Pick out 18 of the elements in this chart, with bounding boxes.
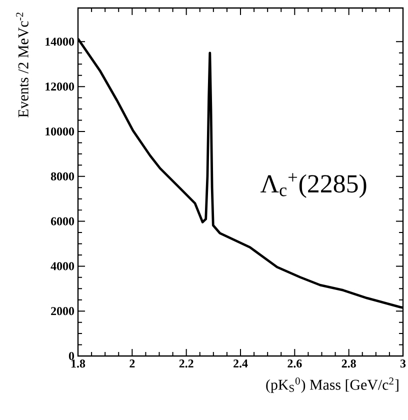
y-tick-label: 6000 — [50, 217, 74, 226]
x-tick-label: 2.6 — [288, 360, 302, 368]
x-tick-label: 2 — [130, 360, 135, 368]
y-tick-label: 2000 — [51, 307, 74, 316]
y-tick-label: 0 — [68, 352, 74, 360]
x-tick-label: 2.4 — [234, 360, 248, 368]
y-tick-label: 8000 — [50, 172, 74, 180]
x-tick-label: 1.8 — [71, 360, 86, 368]
y-tick-label: 4000 — [50, 262, 74, 270]
x-tick-label: 3 — [400, 360, 406, 368]
x-axis-title: (pK$_{S}$$^{0}$) Mass [GeV/c$^{2}$] — [266, 378, 398, 393]
y-tick-label: 12000 — [46, 82, 74, 91]
x-tick-label: 2.8 — [342, 360, 356, 368]
y-tick-label: 10000 — [46, 127, 74, 136]
y-tick-label: 14000 — [46, 38, 74, 46]
x-tick-label: 2.2 — [179, 360, 194, 368]
annotation: Λ$_{c}$$^{+}$(2285) — [260, 173, 366, 198]
y-axis-title: Events /2 MeVc$^{-2}$ — [16, 12, 28, 118]
